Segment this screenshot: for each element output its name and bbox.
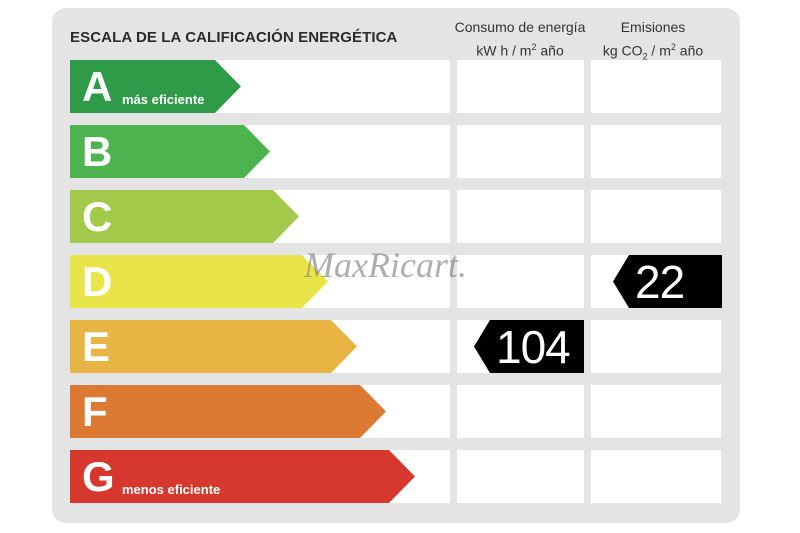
grade-arrow-fill [70, 190, 299, 243]
badge-fill [474, 320, 584, 373]
grade-arrow-shape [70, 450, 415, 503]
grade-arrow-e: E [70, 320, 357, 373]
grade-letter: A [82, 63, 113, 110]
emisiones-header-line2: kg CO2 / m2 año [602, 42, 704, 62]
grade-arrow-shape [70, 125, 270, 178]
badge-fill [613, 255, 722, 308]
emisiones-value: 22 [635, 256, 685, 308]
emisiones-header-line1: Emisiones [620, 19, 686, 35]
row-cell-right [591, 320, 721, 373]
row-cell-mid [457, 450, 584, 503]
badge-shape [613, 255, 722, 308]
grade-arrow-shape [70, 190, 299, 243]
grade-letter: F [82, 388, 108, 435]
grade-arrow-fill [70, 60, 241, 113]
grade-arrow-f: F [70, 385, 386, 438]
grade-arrow-fill [70, 125, 270, 178]
row-cell-right [591, 450, 721, 503]
grade-arrow-d: D [70, 255, 328, 308]
consumo-header: Consumo de energía kW h / m2 año [452, 17, 588, 61]
row-cell-right [591, 60, 721, 113]
grade-arrow-shape [70, 320, 357, 373]
row-cell-right [591, 385, 721, 438]
grade-arrow-fill [70, 450, 415, 503]
grade-caption: más eficiente [122, 92, 205, 107]
grade-arrow-fill [70, 320, 357, 373]
emisiones-value-badge: 22 [613, 255, 722, 308]
row-cell-mid [457, 385, 584, 438]
consumo-header-line1: Consumo de energía [454, 19, 586, 35]
grade-letter: C [82, 193, 113, 240]
grade-letter: E [82, 323, 111, 370]
watermark: MaxRicart. [304, 245, 467, 285]
row-cell-right [591, 125, 721, 178]
grade-arrow-c: C [70, 190, 299, 243]
row-cell-mid [457, 190, 584, 243]
consumo-value-badge: 104 [474, 320, 584, 373]
grade-arrow-fill [70, 385, 386, 438]
grade-arrow-fill [70, 255, 328, 308]
row-cell-mid [457, 60, 584, 113]
page-title: ESCALA DE LA CALIFICACIÓN ENERGÉTICA [70, 29, 398, 46]
row-cell-right [591, 190, 721, 243]
grade-arrow-b: B [70, 125, 270, 178]
badge-shape [474, 320, 584, 373]
grade-caption: menos eficiente [122, 482, 221, 497]
grade-letter: B [82, 128, 113, 175]
grade-arrow-shape [70, 385, 386, 438]
consumo-value: 104 [496, 321, 571, 373]
row-cell-mid [457, 255, 584, 308]
grade-arrow-shape [70, 255, 328, 308]
emisiones-header: Emisiones kg CO2 / m2 año [585, 17, 721, 66]
row-cell-mid [457, 125, 584, 178]
consumo-header-line2: kW h / m2 año [476, 42, 564, 59]
grade-arrow-shape [70, 60, 241, 113]
grade-letter: D [82, 258, 113, 305]
grade-letter: G [82, 453, 115, 500]
